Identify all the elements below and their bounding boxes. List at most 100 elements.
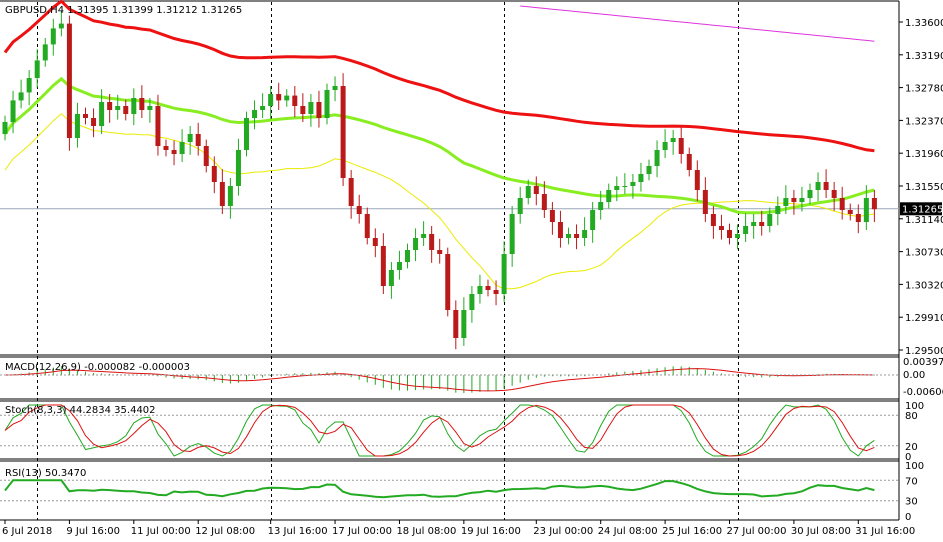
candle: [823, 169, 829, 198]
time-tick-label: 9 Jul 16:00: [66, 526, 120, 537]
price-pane: [0, 0, 899, 350]
last-price-marker: 1.31265: [900, 202, 943, 216]
candle: [574, 224, 580, 250]
period-separators: [37, 2, 739, 520]
candle: [775, 196, 781, 226]
price-tick-label: 1.31960: [905, 149, 943, 160]
time-axis: 6 Jul 2018 9 Jul 16:00 11 Jul 00:00 12 Jul …: [2, 520, 915, 537]
candle: [445, 247, 451, 317]
rsi-tick-label: 70: [905, 476, 918, 487]
candle: [147, 98, 153, 123]
candle: [421, 221, 427, 246]
candle: [461, 297, 467, 346]
candle: [855, 204, 861, 234]
candle: [26, 70, 32, 106]
candle: [686, 147, 692, 177]
candle: [219, 169, 225, 214]
candle: [292, 86, 298, 118]
ma-slow-line: [3, 0, 875, 153]
candle: [702, 177, 708, 222]
candle: [743, 213, 749, 242]
time-tick-label: 23 Jul 00:00: [533, 526, 593, 537]
candle: [340, 73, 346, 186]
candle: [308, 94, 314, 127]
price-tick-label: 1.30320: [905, 280, 943, 291]
price-tick-label: 1.33190: [905, 51, 943, 62]
candle: [34, 49, 40, 88]
candle: [501, 241, 507, 302]
candle: [799, 186, 805, 212]
candle: [276, 82, 282, 110]
rsi-tick-label: 0: [905, 512, 911, 523]
candle: [74, 102, 80, 148]
rsi-label: RSI(13) 50.3470: [5, 468, 86, 479]
time-tick-label: 13 Jul 16:00: [268, 526, 328, 537]
candle: [517, 186, 523, 224]
candle: [179, 129, 185, 162]
candle: [718, 214, 724, 240]
candle: [83, 107, 88, 125]
candle: [413, 228, 419, 262]
candle: [533, 176, 539, 206]
chart-header: GBPUSD,H4 1.31395 1.31399 1.31212 1.3126…: [5, 5, 242, 16]
price-tick-label: 1.31550: [905, 182, 943, 193]
candle: [332, 76, 338, 102]
candle: [646, 159, 652, 181]
candle: [405, 243, 410, 269]
candle: [759, 210, 765, 236]
time-tick-label: 30 Jul 08:00: [791, 526, 851, 537]
candle: [541, 181, 547, 218]
candle: [525, 179, 531, 205]
candle: [453, 300, 459, 350]
candle: [316, 90, 322, 128]
candle: [477, 274, 483, 304]
ma-fast-line: [4, 113, 875, 290]
candle: [66, 15, 72, 151]
candle: [252, 100, 258, 130]
candle: [2, 115, 8, 141]
price-tick-label: 1.30730: [905, 248, 943, 259]
candle: [638, 162, 644, 192]
stoch-signal-line: [4, 404, 875, 457]
price-tick-label: 1.31140: [905, 215, 943, 226]
stoch-label: Stoch(8,3,3) 44.2834 35.4402: [5, 405, 156, 416]
time-tick-label: 19 Jul 16:00: [461, 526, 521, 537]
candle: [670, 130, 676, 155]
candle: [372, 228, 378, 258]
candle: [348, 170, 354, 219]
candle: [268, 86, 274, 119]
rsi-tick-label: 100: [905, 461, 924, 472]
candle: [380, 233, 386, 294]
stoch-tick-label: 0: [905, 452, 911, 463]
time-tick-label: 6 Jul 2018: [2, 526, 52, 537]
macd-tick-label: -0.006065: [903, 387, 943, 398]
macd-pane: [0, 366, 899, 394]
candle: [131, 88, 137, 126]
stoch-tick-label: 20: [905, 442, 918, 453]
stoch-pane: [0, 404, 899, 457]
candle: [606, 183, 612, 209]
time-tick-label: 11 Jul 00:00: [131, 526, 191, 537]
candle: [211, 156, 217, 194]
candle: [396, 250, 402, 280]
candle: [751, 214, 757, 239]
candle: [260, 93, 266, 118]
candle: [123, 99, 129, 121]
stoch-tick-label: 100: [905, 401, 924, 412]
candle: [58, 10, 64, 37]
candle: [622, 173, 628, 194]
candle: [590, 202, 596, 243]
macd-tick-label: 0.003975: [903, 357, 943, 368]
candle: [710, 206, 716, 239]
candle: [364, 207, 370, 245]
macd-signal-line: [4, 368, 875, 392]
candle: [694, 160, 700, 202]
price-axis: 1.33600 1.33190 1.32780 1.32370 1.31960 1.315…: [899, 18, 943, 523]
svg-text:1.31265: 1.31265: [902, 204, 943, 215]
time-tick-label: 31 Jul 16:00: [855, 526, 915, 537]
price-tick-label: 1.32780: [905, 84, 943, 95]
candle: [493, 280, 499, 306]
stoch-tick-label: 80: [905, 411, 918, 422]
price-tick-label: 1.29910: [905, 313, 943, 324]
